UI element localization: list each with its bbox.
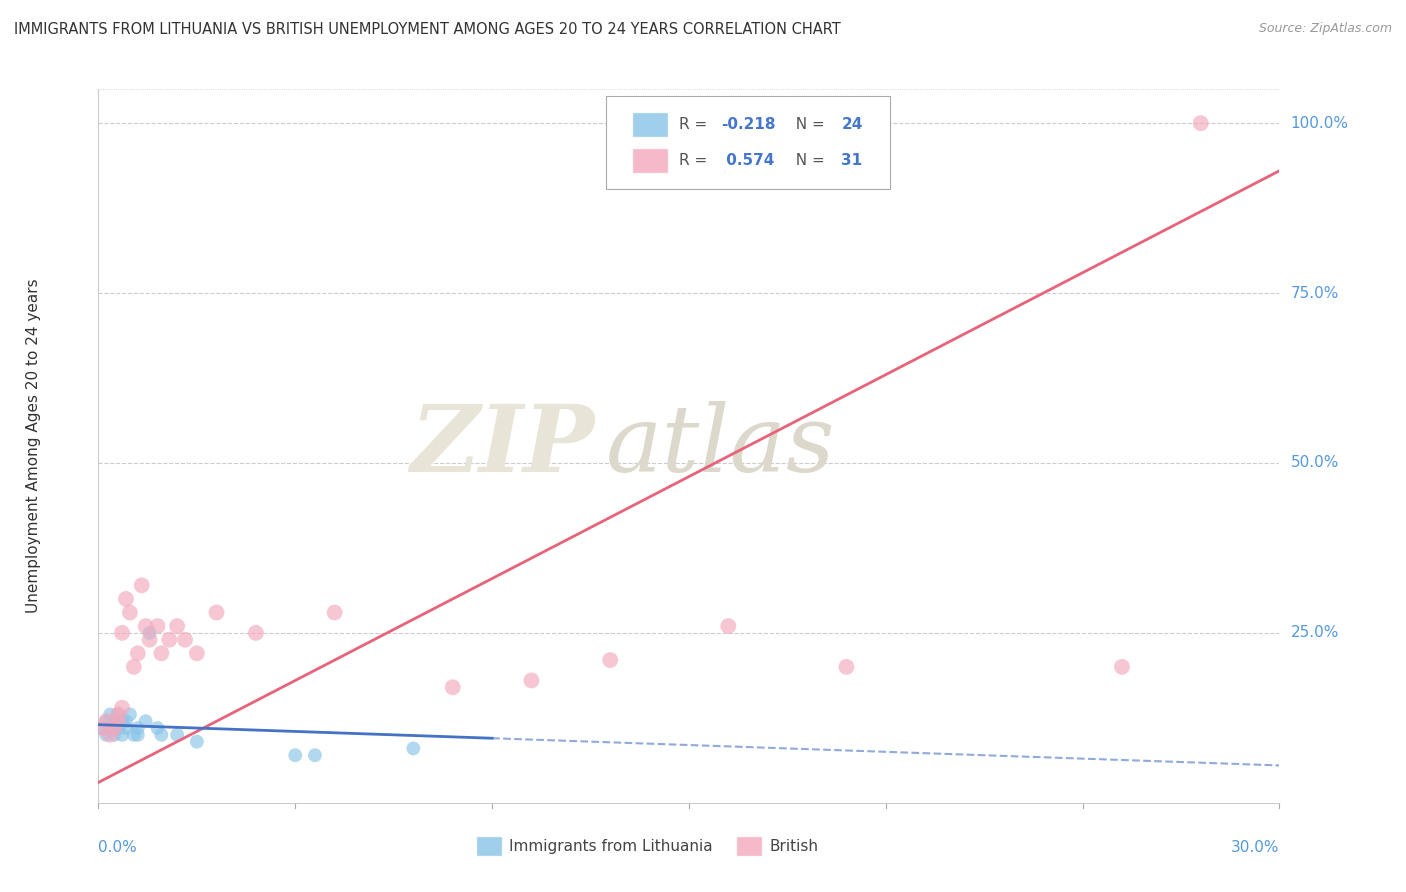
Point	[96, 714, 118, 729]
Point	[96, 728, 118, 742]
Point	[146, 619, 169, 633]
Text: IMMIGRANTS FROM LITHUANIA VS BRITISH UNEMPLOYMENT AMONG AGES 20 TO 24 YEARS CORR: IMMIGRANTS FROM LITHUANIA VS BRITISH UNE…	[14, 22, 841, 37]
Point	[96, 714, 118, 729]
Point	[717, 619, 740, 633]
Text: British: British	[769, 838, 818, 854]
Point	[115, 591, 138, 606]
Point	[520, 673, 543, 688]
Text: Unemployment Among Ages 20 to 24 years: Unemployment Among Ages 20 to 24 years	[25, 278, 41, 614]
Point	[111, 728, 134, 742]
Point	[111, 626, 134, 640]
FancyBboxPatch shape	[606, 96, 890, 189]
Point	[111, 714, 134, 729]
Text: N =: N =	[786, 117, 830, 132]
Point	[205, 606, 228, 620]
Point	[122, 728, 145, 742]
Text: 100.0%: 100.0%	[1291, 116, 1348, 131]
Text: 24: 24	[841, 117, 863, 132]
Point	[107, 707, 129, 722]
Point	[245, 626, 267, 640]
Text: -0.218: -0.218	[721, 117, 775, 132]
Point	[1111, 660, 1133, 674]
Point	[107, 707, 129, 722]
Point	[127, 728, 149, 742]
Point	[135, 714, 157, 729]
Text: 25.0%: 25.0%	[1291, 625, 1339, 640]
Point	[166, 728, 188, 742]
Text: Immigrants from Lithuania: Immigrants from Lithuania	[509, 838, 713, 854]
Point	[146, 721, 169, 735]
Point	[122, 660, 145, 674]
Text: 75.0%: 75.0%	[1291, 285, 1339, 301]
Point	[91, 721, 114, 735]
Point	[150, 728, 173, 742]
Point	[131, 578, 153, 592]
Text: ZIP: ZIP	[411, 401, 595, 491]
Point	[118, 606, 141, 620]
Point	[186, 734, 208, 748]
Point	[323, 606, 346, 620]
Point	[157, 632, 180, 647]
Text: 0.574: 0.574	[721, 153, 775, 169]
Point	[599, 653, 621, 667]
Point	[98, 721, 121, 735]
Point	[103, 721, 125, 735]
Point	[166, 619, 188, 633]
Point	[91, 721, 114, 735]
Text: 50.0%: 50.0%	[1291, 456, 1339, 470]
Point	[98, 707, 121, 722]
Point	[186, 646, 208, 660]
Text: 30.0%: 30.0%	[1232, 840, 1279, 855]
Point	[138, 626, 160, 640]
Point	[174, 632, 197, 647]
Point	[1189, 116, 1212, 130]
Text: 0.0%: 0.0%	[98, 840, 138, 855]
Point	[115, 721, 138, 735]
FancyBboxPatch shape	[633, 148, 668, 173]
Point	[304, 748, 326, 763]
Point	[127, 721, 149, 735]
FancyBboxPatch shape	[737, 837, 762, 856]
Point	[138, 632, 160, 647]
Point	[107, 714, 129, 729]
Point	[402, 741, 425, 756]
Text: 31: 31	[841, 153, 862, 169]
Point	[107, 721, 129, 735]
Text: R =: R =	[679, 153, 713, 169]
Text: atlas: atlas	[606, 401, 835, 491]
Point	[115, 714, 138, 729]
FancyBboxPatch shape	[633, 112, 668, 137]
Point	[284, 748, 307, 763]
Text: R =: R =	[679, 117, 713, 132]
Point	[98, 728, 121, 742]
Point	[127, 646, 149, 660]
Point	[103, 714, 125, 729]
Text: Source: ZipAtlas.com: Source: ZipAtlas.com	[1258, 22, 1392, 36]
Point	[135, 619, 157, 633]
Point	[835, 660, 858, 674]
Point	[111, 700, 134, 714]
Point	[103, 728, 125, 742]
FancyBboxPatch shape	[477, 837, 502, 856]
Point	[118, 707, 141, 722]
Point	[441, 680, 464, 694]
Point	[150, 646, 173, 660]
Text: N =: N =	[786, 153, 830, 169]
